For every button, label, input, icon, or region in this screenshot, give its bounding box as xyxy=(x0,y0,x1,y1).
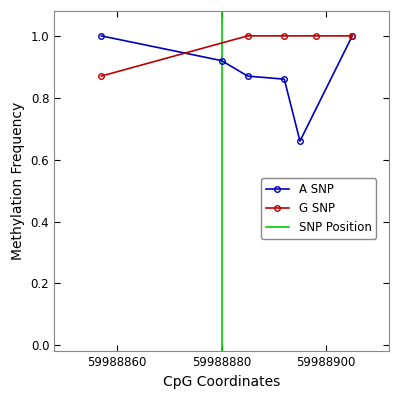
Legend: A SNP, G SNP, SNP Position: A SNP, G SNP, SNP Position xyxy=(261,178,376,239)
A SNP xyxy=(245,74,250,78)
Y-axis label: Methylation Frequency: Methylation Frequency xyxy=(11,102,25,260)
A SNP xyxy=(298,139,302,144)
A SNP xyxy=(350,34,355,38)
G SNP xyxy=(99,74,104,78)
G SNP xyxy=(313,34,318,38)
G SNP xyxy=(245,34,250,38)
X-axis label: CpG Coordinates: CpG Coordinates xyxy=(163,375,280,389)
G SNP xyxy=(282,34,287,38)
G SNP xyxy=(350,34,355,38)
A SNP xyxy=(282,77,287,82)
Line: A SNP: A SNP xyxy=(98,33,355,144)
Line: G SNP: G SNP xyxy=(98,33,355,79)
A SNP xyxy=(219,58,224,63)
A SNP xyxy=(99,34,104,38)
